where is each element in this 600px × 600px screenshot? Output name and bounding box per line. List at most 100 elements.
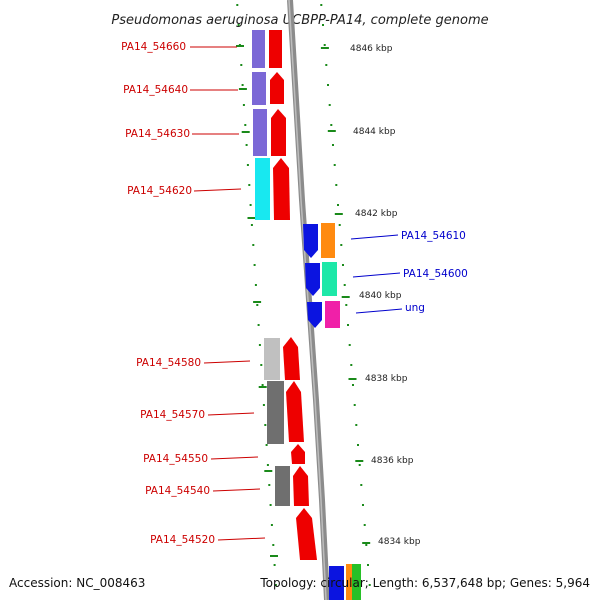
gene-arrow-red-6[interactable] — [286, 381, 304, 442]
gene-arrow-red-2[interactable] — [270, 72, 284, 104]
guide-dot — [325, 64, 328, 66]
guide-tick — [241, 131, 250, 133]
guide-dot — [252, 244, 255, 246]
guide-dot — [347, 324, 349, 326]
kbp-label-4834: 4834 kbp — [378, 537, 421, 547]
guide-dot — [242, 104, 245, 106]
gene-label-pa14-54640[interactable]: PA14_54640 — [123, 84, 188, 96]
gene-block-gray-2[interactable] — [275, 466, 290, 506]
gene-block-gray-1[interactable] — [267, 381, 284, 444]
gene-label-pa14-54620[interactable]: PA14_54620 — [127, 185, 192, 197]
kbp-label-4840: 4840 kbp — [359, 291, 402, 301]
guide-dot — [261, 384, 264, 386]
guide-dot — [340, 244, 343, 246]
gene-arrow-red-3[interactable] — [271, 109, 286, 156]
kbp-label-4844: 4844 kbp — [353, 127, 396, 137]
guide-dot — [249, 204, 252, 206]
guide-dot — [353, 404, 356, 406]
guide-tick — [247, 217, 256, 219]
guide-dot — [360, 484, 363, 486]
guide-dot — [250, 224, 253, 226]
guide-tick — [258, 386, 267, 388]
guide-dot — [265, 444, 268, 446]
gene-block-orange[interactable] — [321, 223, 335, 258]
guide-dot — [260, 364, 263, 366]
guide-dot — [320, 4, 323, 6]
guide-dot — [323, 44, 326, 46]
guide-tick — [355, 460, 364, 462]
right-guide-dots — [320, 4, 371, 586]
guide-dot — [350, 364, 353, 366]
gene-label-pa14-54580[interactable]: PA14_54580 — [136, 357, 201, 369]
gene-block-green[interactable] — [322, 262, 337, 296]
guide-dot — [272, 544, 275, 546]
guide-dot — [335, 184, 338, 186]
gene-label-pa14-54660[interactable]: PA14_54660 — [121, 41, 186, 53]
guide-dot — [262, 404, 265, 406]
gene-label-pa14-54630[interactable]: PA14_54630 — [125, 128, 190, 140]
gene-label-pa14-54520[interactable]: PA14_54520 — [150, 534, 215, 546]
guide-tick — [334, 213, 343, 215]
gene-arrow-red-1[interactable] — [269, 30, 282, 68]
gene-block-purple-1[interactable] — [252, 30, 265, 68]
gene-arrow-red-5[interactable] — [283, 337, 300, 380]
guide-dot — [246, 164, 249, 166]
guide-dot — [365, 544, 368, 546]
guide-dot — [274, 584, 277, 586]
guide-dot — [357, 444, 359, 446]
gene-block-purple-3[interactable] — [253, 109, 267, 156]
gene-block-pink[interactable] — [325, 301, 340, 328]
guide-tick — [253, 301, 262, 303]
kbp-label-4838: 4838 kbp — [365, 374, 408, 384]
gene-block-bottom-green[interactable] — [352, 564, 361, 600]
gene-label-pa14-54540[interactable]: PA14_54540 — [145, 485, 210, 497]
gene-block-cyan[interactable] — [255, 158, 270, 220]
gene-arrow-blue-2[interactable] — [305, 263, 320, 296]
gene-arrow-red-4[interactable] — [273, 158, 290, 220]
gene-label-ung[interactable]: ung — [405, 302, 425, 314]
guide-dot — [268, 484, 271, 486]
guide-dot — [269, 504, 272, 506]
guide-dot — [254, 284, 257, 286]
right-label-connectors — [350, 234, 403, 314]
guide-dot — [352, 384, 354, 386]
guide-dot — [358, 464, 361, 466]
gene-block-bottom-blue[interactable] — [329, 566, 344, 600]
gene-arrow-red-9[interactable] — [296, 508, 317, 560]
guide-dot — [322, 24, 324, 26]
guide-dot — [367, 564, 369, 566]
gene-arrow-red-8[interactable] — [293, 466, 309, 506]
guide-tick — [320, 47, 329, 49]
gene-block-purple-2[interactable] — [252, 72, 266, 105]
guide-dot — [332, 144, 334, 146]
genome-backbone-highlight — [288, 0, 327, 600]
topology-text: Topology: circular; Length: 6,537,648 bp… — [259, 576, 590, 590]
guide-dot — [240, 64, 243, 66]
gene-label-pa14-54570[interactable]: PA14_54570 — [140, 409, 205, 421]
gene-block-lightgray[interactable] — [264, 338, 280, 380]
gene-arrow-red-7[interactable] — [291, 444, 305, 464]
guide-dot — [342, 264, 344, 266]
guide-dot — [363, 524, 366, 526]
guide-dot — [345, 304, 348, 306]
left-label-connectors — [190, 46, 266, 541]
guide-dot — [348, 344, 351, 346]
gene-label-pa14-54550[interactable]: PA14_54550 — [143, 453, 208, 465]
gene-block-bottom-orange[interactable] — [346, 564, 352, 600]
guide-dot — [248, 184, 251, 186]
guide-tick — [238, 88, 247, 90]
gene-label-pa14-54610[interactable]: PA14_54610 — [401, 230, 466, 242]
guide-tick — [362, 542, 371, 544]
gene-arrow-blue-1[interactable] — [303, 224, 318, 258]
guide-dot — [343, 284, 346, 286]
gene-label-pa14-54600[interactable]: PA14_54600 — [403, 268, 468, 280]
guide-dot — [355, 424, 358, 426]
guide-tick — [270, 555, 278, 557]
gene-arrow-blue-3[interactable] — [307, 302, 322, 328]
guide-dot — [253, 264, 256, 266]
genome-backbone — [287, 0, 330, 600]
guide-dot — [258, 344, 261, 346]
guide-dot — [330, 124, 333, 126]
left-guide-dots — [236, 4, 278, 586]
guide-dot — [237, 24, 240, 26]
